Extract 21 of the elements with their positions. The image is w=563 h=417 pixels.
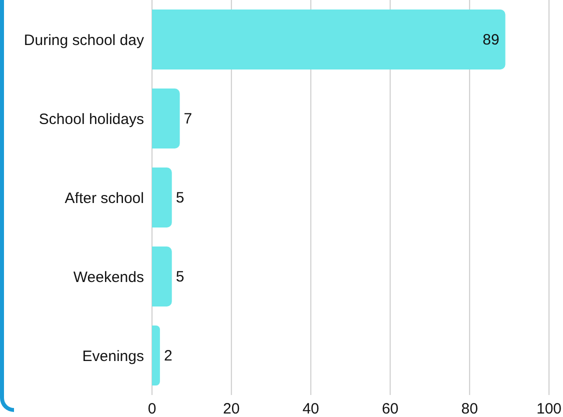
data-label: 2 [164, 347, 172, 364]
data-label: 5 [176, 268, 184, 286]
y-tick-label: After school [64, 190, 144, 207]
data-label: 89 [482, 31, 500, 48]
x-tick-label: 80 [461, 400, 478, 417]
bar [152, 325, 160, 386]
bar [152, 9, 506, 70]
x-tick-label: 20 [223, 400, 240, 417]
bar [152, 246, 172, 306]
x-tick-label: 40 [302, 400, 320, 417]
y-tick-label: Evenings [82, 348, 144, 365]
y-tick-label: During school day [24, 32, 144, 49]
data-label: 7 [184, 110, 192, 128]
x-tick-label: 60 [382, 400, 399, 417]
y-tick-label: Weekends [73, 268, 144, 286]
bar [152, 88, 180, 148]
x-tick-label: 100 [536, 400, 562, 417]
y-tick-label: School holidays [38, 110, 144, 128]
bar [152, 167, 172, 228]
data-label: 5 [176, 189, 184, 206]
x-tick-label: 0 [148, 400, 156, 417]
